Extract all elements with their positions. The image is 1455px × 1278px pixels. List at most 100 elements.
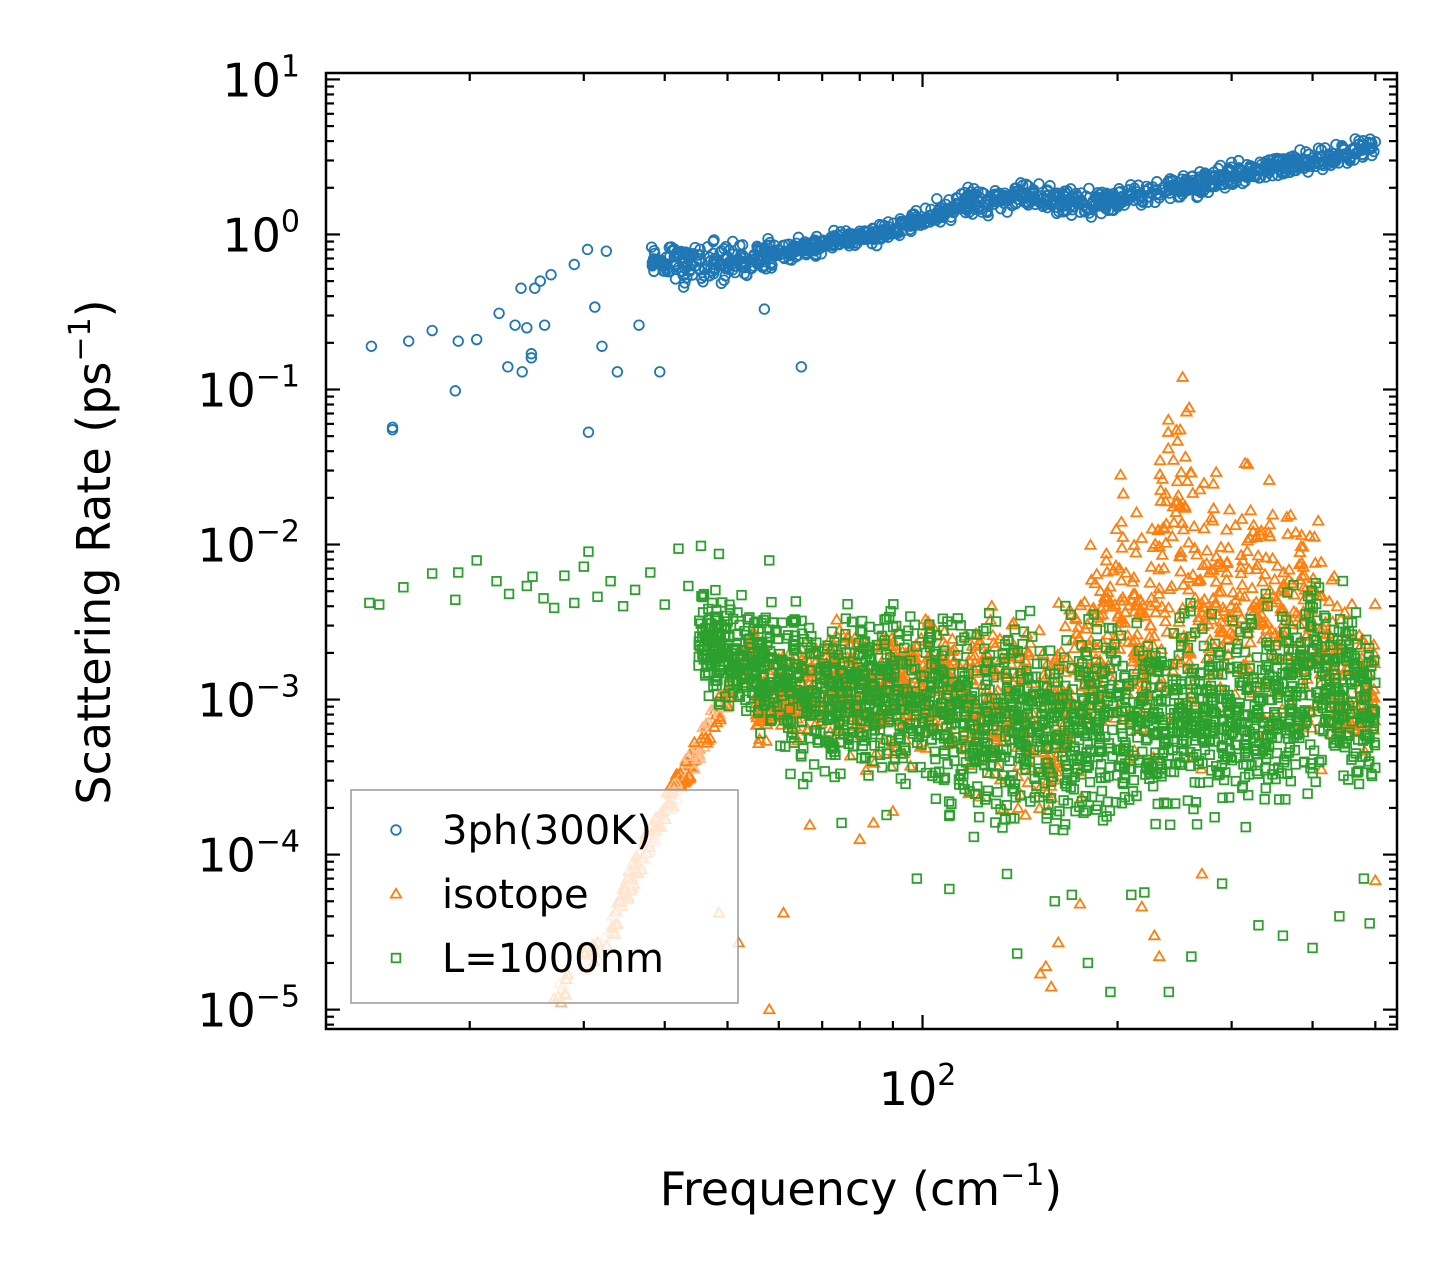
data-point-triangle — [1223, 625, 1238, 638]
data-point-triangle — [1213, 555, 1228, 568]
data-point-triangle — [1058, 619, 1073, 632]
data-point-triangle — [1243, 635, 1258, 648]
data-point-triangle — [1303, 529, 1317, 541]
data-point-square — [920, 727, 931, 739]
data-point-square — [1051, 738, 1063, 750]
data-point-triangle — [1138, 609, 1152, 621]
data-point-square — [1131, 617, 1142, 629]
data-point-square — [1128, 668, 1140, 680]
data-point-triangle — [1276, 602, 1291, 615]
data-point-square — [782, 722, 794, 733]
data-point-circle — [892, 227, 904, 239]
data-point-triangle — [1062, 602, 1077, 615]
data-point-square — [970, 788, 981, 799]
data-point-square — [886, 735, 897, 746]
data-point-square — [1098, 681, 1109, 692]
data-point-square — [884, 665, 895, 677]
data-point-triangle — [1116, 486, 1131, 499]
data-point-square — [1037, 658, 1049, 669]
data-point-triangle — [1039, 959, 1053, 971]
data-point-triangle — [1196, 600, 1211, 612]
data-point-square — [979, 744, 990, 756]
data-point-square — [1080, 805, 1092, 816]
data-point-square — [1239, 771, 1251, 783]
data-point-square — [937, 613, 949, 624]
data-point-square — [878, 665, 889, 676]
data-point-square — [813, 646, 824, 657]
data-point-square — [1273, 762, 1284, 773]
data-point-square — [1254, 695, 1266, 706]
data-point-square — [979, 794, 991, 805]
data-point-square — [1291, 711, 1302, 723]
data-point-square — [1337, 575, 1349, 587]
data-point-triangle — [1152, 949, 1167, 962]
data-point-square — [947, 677, 958, 688]
data-point-square — [1153, 696, 1164, 707]
data-point-square — [955, 769, 966, 780]
data-point-triangle — [713, 707, 727, 720]
data-point-triangle — [1196, 558, 1210, 570]
data-point-square — [617, 601, 629, 612]
data-point-square — [842, 598, 853, 610]
data-point-square — [1173, 708, 1185, 719]
data-point-triangle — [1113, 593, 1128, 606]
data-point-square — [1260, 681, 1271, 693]
data-point-square — [398, 582, 409, 593]
data-point-square — [888, 599, 899, 610]
data-point-circle — [715, 277, 728, 290]
data-point-square — [1305, 739, 1316, 750]
data-point-triangle — [1159, 536, 1173, 548]
data-point-square — [980, 791, 992, 802]
data-point-square — [999, 639, 1011, 650]
data-point-circle — [1010, 190, 1022, 202]
data-point-square — [1189, 674, 1200, 686]
data-point-square — [791, 672, 802, 683]
data-point-circle — [817, 234, 829, 246]
data-point-square — [1277, 930, 1289, 941]
data-point-square — [926, 679, 937, 691]
data-point-square — [1244, 663, 1255, 674]
data-point-square — [752, 656, 764, 667]
data-point-square — [764, 659, 775, 670]
data-point-square — [736, 589, 747, 601]
data-point-square — [1015, 667, 1026, 679]
data-point-triangle — [947, 642, 962, 655]
data-point-square — [741, 629, 752, 641]
data-point-square — [772, 701, 783, 713]
data-point-triangle — [1254, 615, 1269, 628]
data-point-square — [1017, 638, 1028, 650]
data-point-square — [868, 718, 879, 730]
data-point-square — [1015, 609, 1026, 621]
data-point-circle — [1300, 146, 1312, 158]
data-point-square — [1149, 657, 1160, 669]
data-point-triangle — [1189, 547, 1204, 560]
data-point-square — [1185, 688, 1196, 699]
data-point-square — [1302, 788, 1313, 799]
data-point-triangle — [1199, 556, 1214, 569]
data-point-square — [855, 625, 866, 636]
data-point-triangle — [1103, 579, 1117, 592]
data-point-square — [1204, 749, 1215, 760]
data-point-triangle — [1269, 592, 1284, 605]
data-point-square — [1066, 775, 1077, 786]
data-point-triangle — [1228, 593, 1243, 606]
data-point-square — [1011, 948, 1023, 959]
data-point-square — [1318, 725, 1329, 737]
data-point-square — [578, 561, 589, 572]
data-point-square — [1076, 639, 1087, 651]
data-point-triangle — [687, 735, 702, 748]
data-point-square — [789, 614, 800, 625]
data-point-square — [982, 708, 993, 719]
data-point-triangle — [1135, 899, 1149, 912]
data-point-square — [930, 793, 942, 804]
data-point-square — [724, 676, 735, 687]
data-point-triangle — [1246, 518, 1261, 530]
data-point-square — [695, 540, 707, 552]
data-point-square — [1189, 708, 1201, 720]
data-point-square — [846, 727, 858, 738]
data-point-square — [853, 727, 865, 738]
data-point-square — [753, 640, 765, 651]
data-point-square — [1352, 734, 1364, 745]
data-point-triangle — [1155, 548, 1170, 560]
data-point-triangle — [1127, 743, 1142, 756]
